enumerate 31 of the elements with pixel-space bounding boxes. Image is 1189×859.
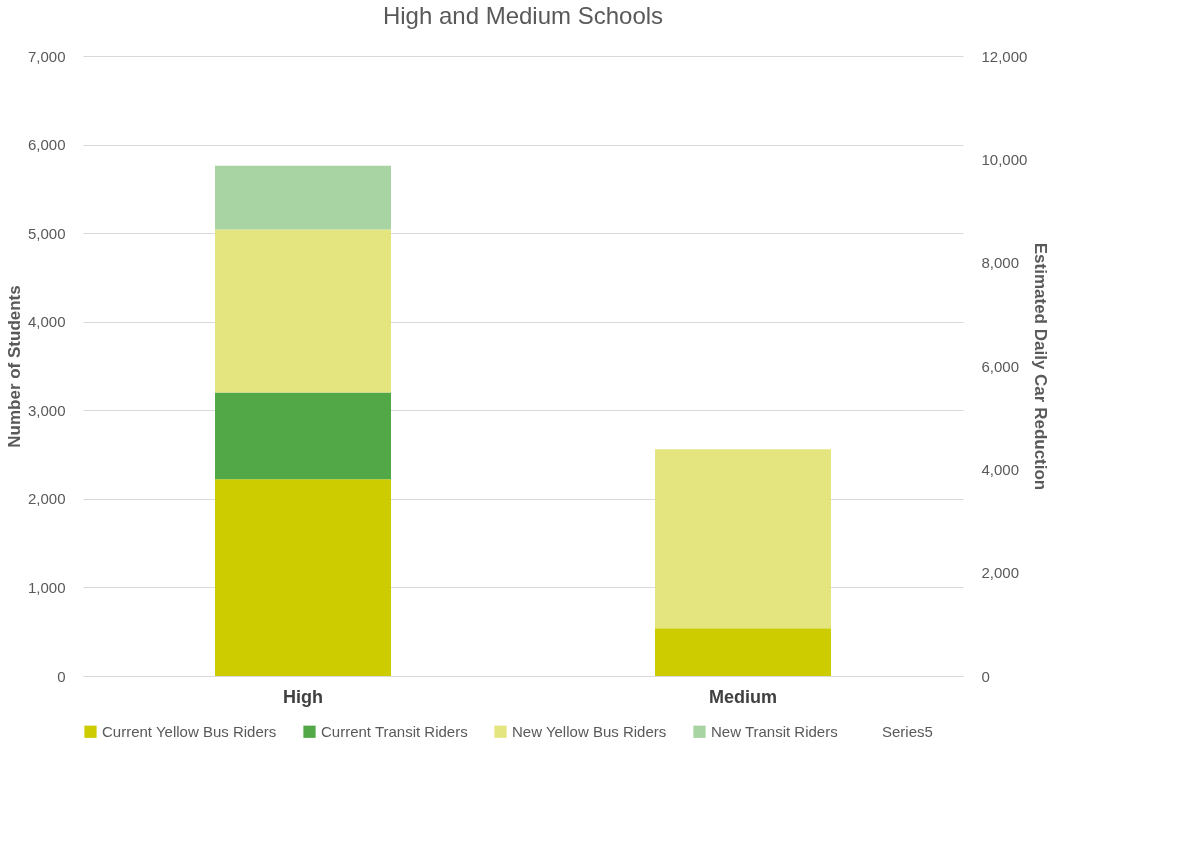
text: Series5 [882, 722, 933, 740]
bar [655, 449, 831, 629]
legend-label: New Transit Riders [711, 722, 838, 740]
y-tick-label: 1,000 [27, 578, 66, 596]
bar [655, 628, 831, 676]
bar [215, 479, 391, 676]
y2-axis-title: Estimated Daily Car Reduction [1031, 242, 1051, 491]
y2-tick-label: 8,000 [981, 254, 1020, 272]
legend-label: Current Yellow Bus Riders [102, 722, 277, 740]
legend-label: Current Transit Riders [321, 722, 468, 740]
bar [215, 392, 391, 480]
y-tick-label: 2,000 [27, 490, 66, 508]
chart-title: High and Medium Schools [382, 2, 664, 29]
legend-label: New Yellow Bus Riders [512, 722, 667, 740]
y2-tick-label: 6,000 [981, 357, 1020, 375]
x-tick-label: Medium [708, 686, 778, 707]
y-axis-title: Number of Students [4, 285, 24, 448]
y2-tick-label: 12,000 [981, 47, 1028, 65]
y-tick-label: 3,000 [27, 401, 66, 419]
y-tick-label: 6,000 [27, 136, 66, 154]
bar [215, 229, 391, 393]
y2-tick-label: 2,000 [981, 564, 1020, 582]
y2-tick-label: 4,000 [981, 460, 1020, 478]
x-tick-label: High [283, 686, 323, 707]
y-tick-label: 0 [57, 667, 66, 685]
y-tick-label: 4,000 [27, 313, 66, 331]
bar [215, 165, 391, 230]
y-tick-label: 7,000 [27, 47, 66, 65]
y2-tick-label: 10,000 [981, 150, 1028, 168]
y-tick-label: 5,000 [27, 224, 66, 242]
y2-tick-label: 0 [981, 667, 990, 685]
